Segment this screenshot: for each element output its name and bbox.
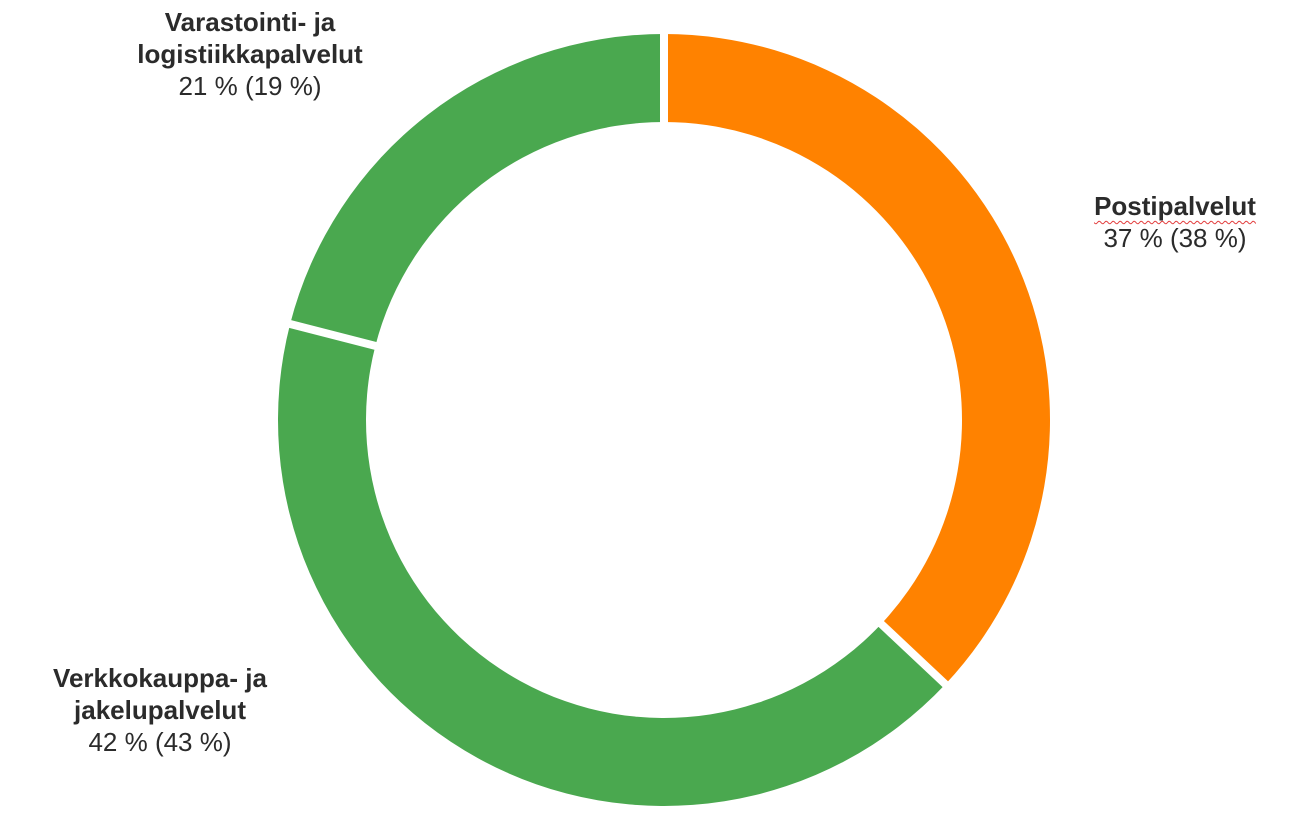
slice-separator-2	[877, 619, 950, 689]
slice-name-varastointi-line-1: Varastointi- ja	[164, 7, 336, 37]
donut-slice-postipalvelut	[664, 34, 1050, 685]
slice-label-varastointi: Varastointi- ja logistiikkapalvelut 21 %…	[60, 6, 440, 103]
slice-value-verkkokauppa: 42 % (43 %)	[88, 727, 232, 758]
slice-value-postipalvelut: 37 % (38 %)	[1103, 223, 1247, 254]
slice-separator-3	[287, 319, 379, 351]
slice-name-varastointi-line-2: logistiikkapalvelut	[137, 39, 363, 70]
donut-slice-verkkokauppa	[278, 324, 946, 806]
donut-slice-varastointi	[290, 34, 664, 346]
slice-label-verkkokauppa: Verkkokauppa- ja jakelupalvelut 42 % (43…	[0, 662, 320, 759]
slice-name-verkkokauppa-line-1: Verkkokauppa- ja	[53, 663, 267, 693]
slice-name-postipalvelut: Postipalvelut	[1094, 191, 1256, 221]
slice-value-varastointi: 21 % (19 %)	[178, 71, 322, 102]
slice-label-postipalvelut: Postipalvelut 37 % (38 %)	[1060, 190, 1289, 254]
slice-name-verkkokauppa-line-2: jakelupalvelut	[74, 695, 246, 726]
